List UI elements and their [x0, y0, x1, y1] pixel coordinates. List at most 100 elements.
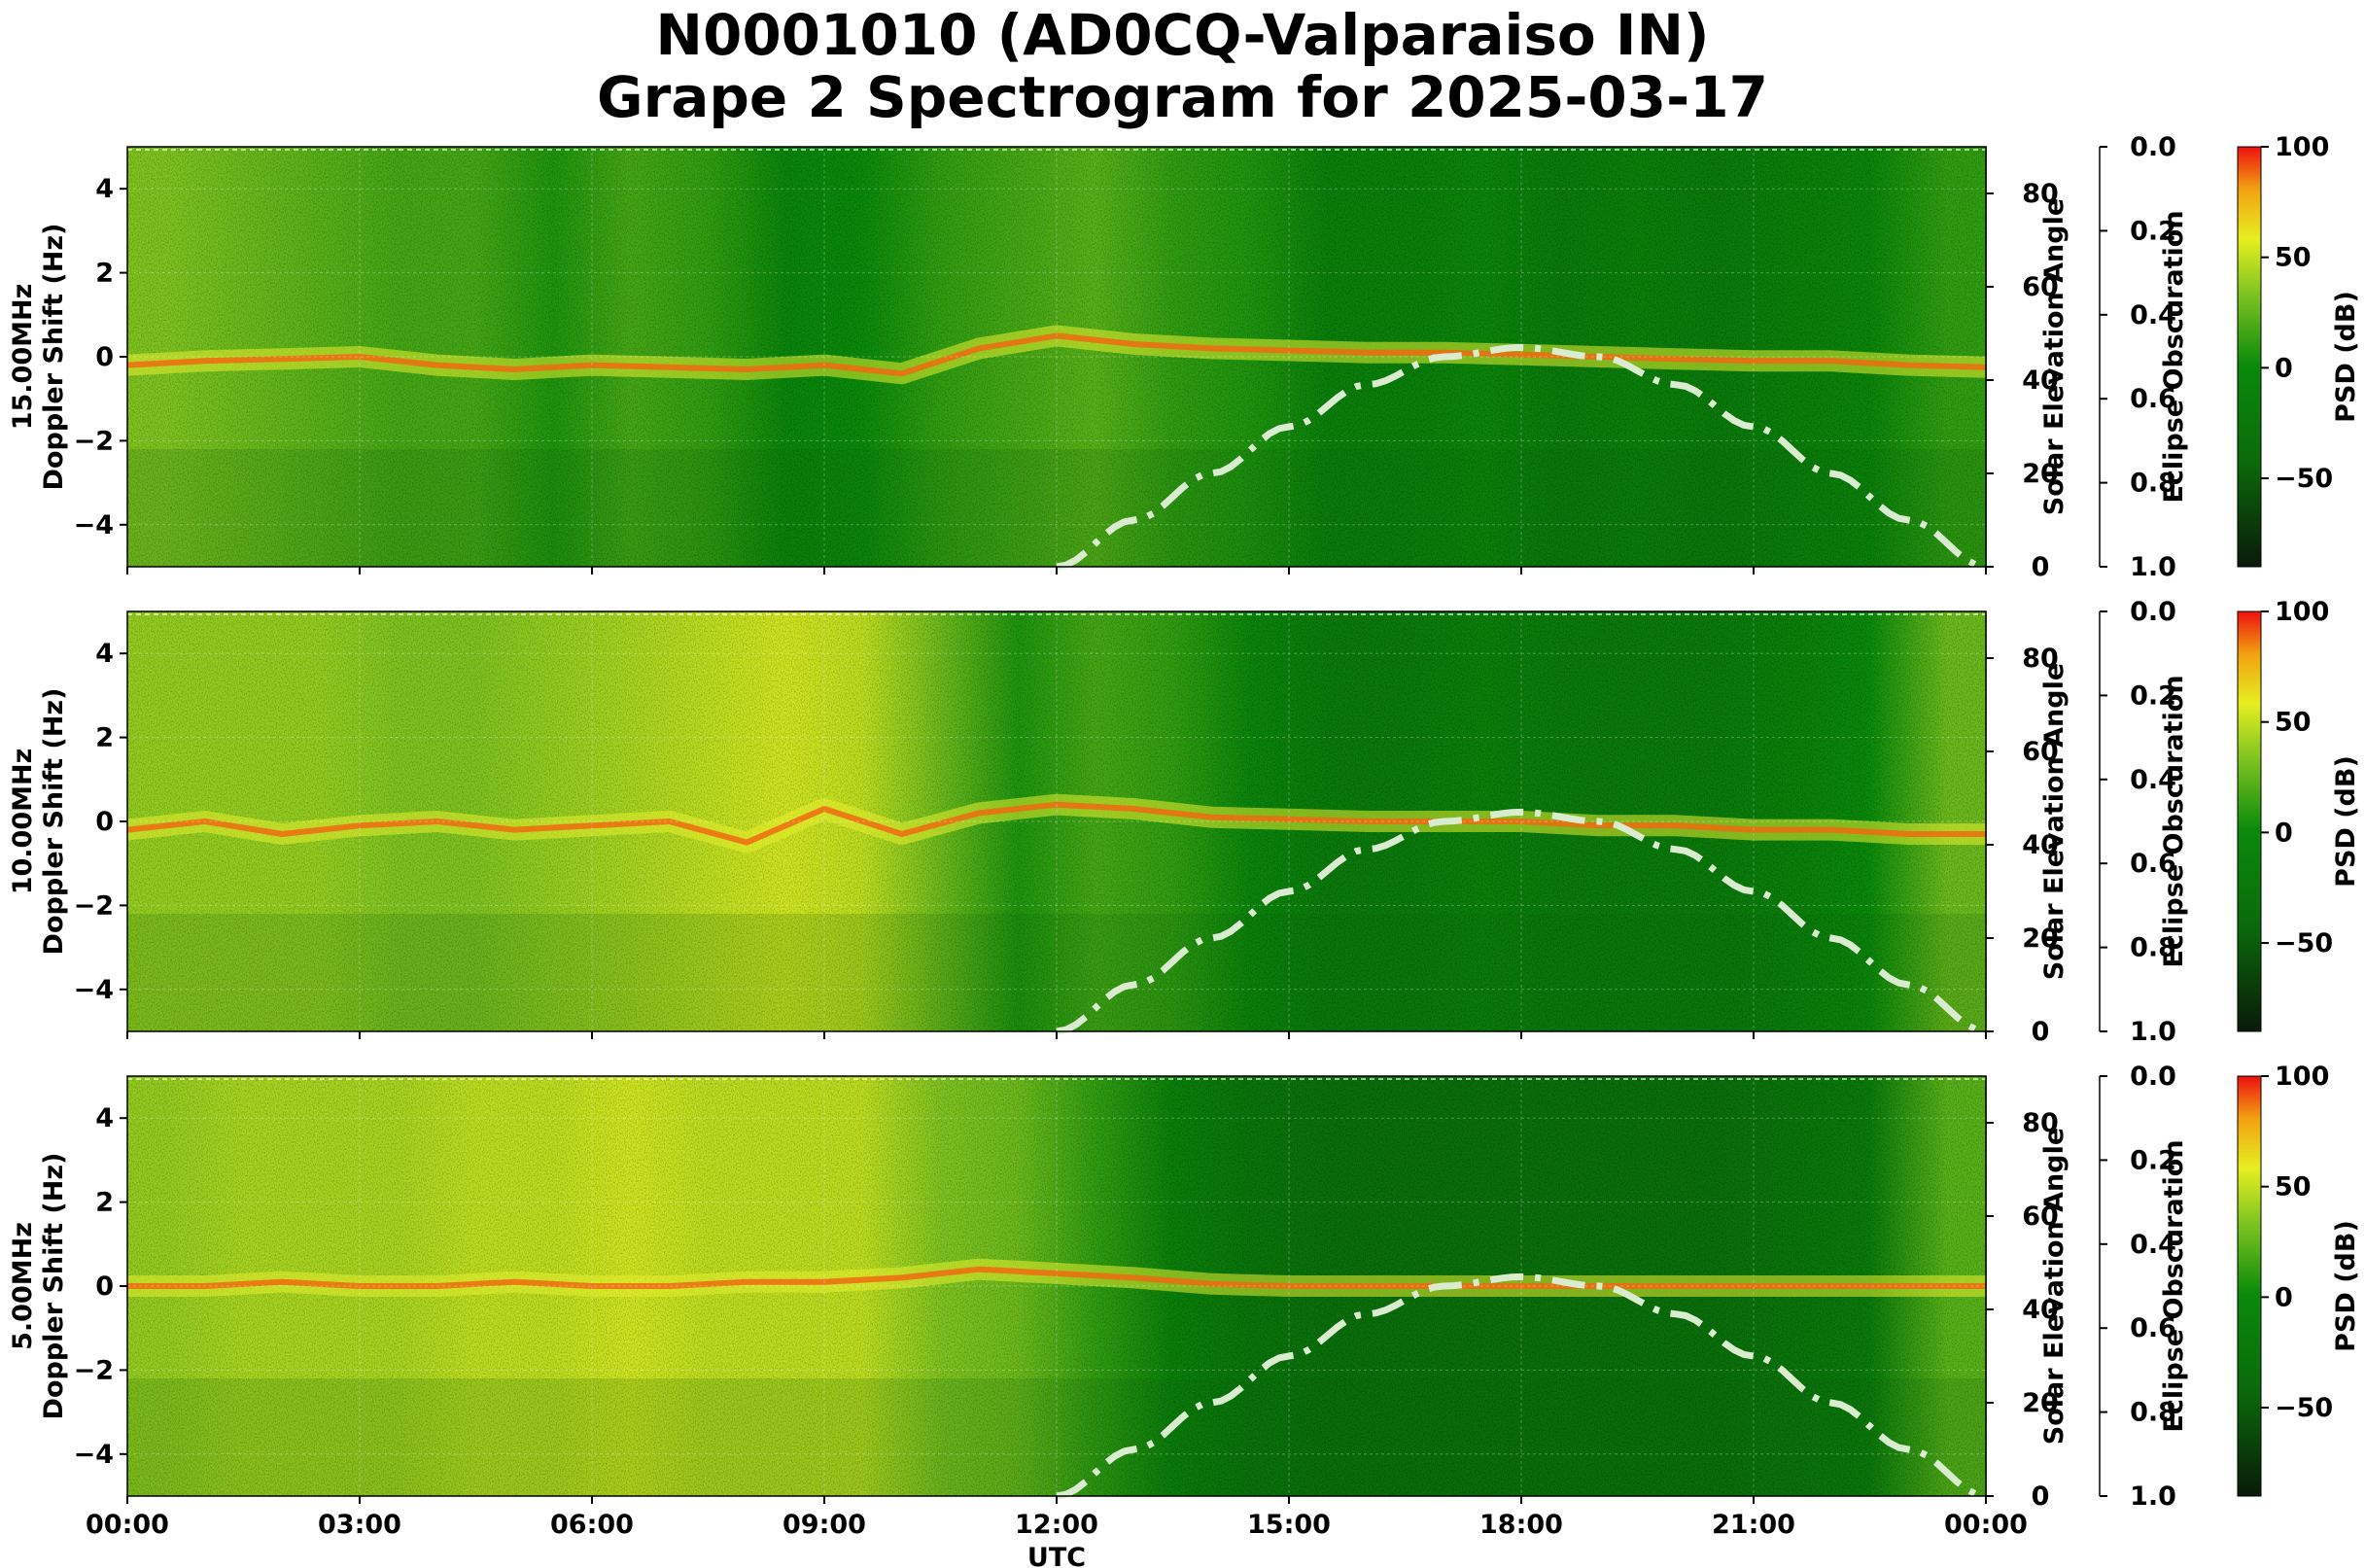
- right-tick-label: 80: [2022, 1108, 2059, 1138]
- x-tick-label: 00:00: [86, 1510, 169, 1540]
- panel-frequency-label: 15.00MHz: [8, 284, 38, 431]
- right-tick-label: 20: [2022, 923, 2059, 954]
- solar-elevation-curve: [1056, 808, 1987, 1035]
- eclipse-tick-label: 0.6: [2130, 849, 2176, 879]
- eclipse-tick-label: 0.0: [2130, 132, 2176, 162]
- y-tick-label: 2: [95, 1188, 114, 1218]
- y-tick-label: −4: [74, 1440, 114, 1470]
- solar-elevation-axis-label: Solar Elevation Angle: [2039, 198, 2069, 515]
- panel-10.00MHz: −4 −2 0 2 4 10.00MHz Doppler Shift (Hz) 0 20 40 60…: [8, 597, 2361, 1047]
- chart-title-line2: Grape 2 Spectrogram for 2025-03-17: [597, 64, 1768, 130]
- colorbar-tick-label: 50: [2275, 1172, 2312, 1202]
- right-tick-label: 80: [2022, 179, 2059, 209]
- eclipse-tick-label: 0.2: [2130, 216, 2176, 246]
- eclipse-tick-label: 1.0: [2130, 552, 2176, 582]
- colorbar-tick-label: 0: [2275, 818, 2293, 848]
- eclipse-tick-label: 1.0: [2130, 1481, 2176, 1512]
- colorbar-tick-label: 50: [2275, 243, 2312, 273]
- x-tick-label: 15:00: [1247, 1510, 1331, 1540]
- doppler-trace: [127, 1266, 1986, 1289]
- right-tick-label: 60: [2022, 272, 2059, 302]
- eclipse-tick-label: 1.0: [2130, 1017, 2176, 1047]
- x-tick-label: 03:00: [318, 1510, 401, 1540]
- y-axis-label: Doppler Shift (Hz): [39, 688, 69, 956]
- colorbar-tick-label: 0: [2275, 353, 2293, 383]
- y-tick-label: 4: [95, 1103, 114, 1133]
- right-tick-label: 40: [2022, 830, 2059, 860]
- colorbar-label: PSD (dB): [2331, 1220, 2361, 1352]
- colorbar: [2237, 1075, 2262, 1497]
- x-tick-label: 18:00: [1479, 1510, 1563, 1540]
- right-tick-label: 60: [2022, 737, 2059, 767]
- right-tick-label: 40: [2022, 1295, 2059, 1325]
- y-tick-label: 0: [95, 1272, 114, 1302]
- y-tick-label: 4: [95, 174, 114, 204]
- eclipse-tick-label: 0.2: [2130, 680, 2176, 711]
- y-axis-label: Doppler Shift (Hz): [39, 1153, 69, 1420]
- colorbar-tick-label: −50: [2275, 928, 2333, 958]
- colorbar-tick-label: −50: [2275, 464, 2333, 494]
- eclipse-axis-label: Eclipse Obscuration: [2159, 675, 2189, 967]
- colorbar-tick-label: 50: [2275, 708, 2312, 738]
- right-tick-label: 20: [2022, 459, 2059, 489]
- y-tick-label: −4: [74, 975, 114, 1005]
- x-axis-label: UTC: [1027, 1543, 1086, 1568]
- right-tick-label: 0: [2032, 1017, 2050, 1047]
- colorbar-tick-label: 100: [2275, 597, 2329, 627]
- panel-frequency-label: 5.00MHz: [8, 1222, 38, 1350]
- panel-15.00MHz: −4 −2 0 2 4 15.00MHz Doppler Shift (Hz) 0 20 40 60…: [8, 132, 2361, 582]
- colorbar-label: PSD (dB): [2331, 755, 2361, 888]
- eclipse-tick-label: 0.4: [2130, 765, 2176, 795]
- doppler-trace: [126, 801, 1986, 846]
- right-tick-label: 20: [2022, 1388, 2059, 1418]
- y-axis-label: Doppler Shift (Hz): [39, 224, 69, 491]
- eclipse-tick-label: 0.0: [2130, 1062, 2176, 1092]
- right-tick-label: 0: [2032, 552, 2050, 582]
- panel-5.00MHz: −4 −2 0 2 4 5.00MHz Doppler Shift (Hz) 0 20 40 60 8…: [8, 1062, 2361, 1568]
- y-tick-label: 4: [95, 639, 114, 669]
- solar-elevation-curve: [1056, 343, 1987, 571]
- colorbar: [2237, 610, 2262, 1032]
- eclipse-tick-label: 0.0: [2130, 597, 2176, 627]
- eclipse-tick-label: 0.6: [2130, 384, 2176, 414]
- eclipse-tick-label: 0.8: [2130, 933, 2176, 963]
- colorbar: [2237, 146, 2262, 568]
- eclipse-axis-label: Eclipse Obscuration: [2159, 210, 2189, 503]
- solar-elevation-curve: [1056, 1272, 1987, 1500]
- right-tick-label: 0: [2032, 1481, 2050, 1512]
- y-tick-label: −4: [74, 510, 114, 540]
- right-tick-label: 60: [2022, 1202, 2059, 1232]
- solar-elevation-axis-label: Solar Elevation Angle: [2039, 1128, 2069, 1445]
- eclipse-tick-label: 0.8: [2130, 469, 2176, 499]
- colorbar-tick-label: −50: [2275, 1393, 2333, 1423]
- y-tick-label: −2: [74, 890, 114, 921]
- y-tick-label: 2: [95, 723, 114, 753]
- y-tick-label: 0: [95, 807, 114, 837]
- right-tick-label: 40: [2022, 366, 2059, 396]
- chart-title-line1: N0001010 (AD0CQ-Valparaiso IN): [655, 2, 1710, 68]
- x-tick-label: 00:00: [1944, 1510, 2028, 1540]
- x-tick-label: 21:00: [1712, 1510, 1795, 1540]
- eclipse-axis-label: Eclipse Obscuration: [2159, 1139, 2189, 1432]
- y-tick-label: 0: [95, 342, 114, 372]
- colorbar-tick-label: 0: [2275, 1282, 2293, 1312]
- colorbar-label: PSD (dB): [2331, 291, 2361, 423]
- colorbar-tick-label: 100: [2275, 132, 2329, 162]
- eclipse-tick-label: 0.4: [2130, 300, 2176, 331]
- x-tick-label: 12:00: [1015, 1510, 1098, 1540]
- y-tick-label: −2: [74, 1355, 114, 1385]
- eclipse-tick-label: 0.4: [2130, 1230, 2176, 1260]
- doppler-trace: [126, 332, 1987, 377]
- x-tick-label: 06:00: [550, 1510, 634, 1540]
- colorbar-tick-label: 100: [2275, 1062, 2329, 1092]
- y-tick-label: 2: [95, 259, 114, 289]
- eclipse-tick-label: 0.6: [2130, 1313, 2176, 1343]
- y-tick-label: −2: [74, 426, 114, 456]
- right-tick-label: 80: [2022, 644, 2059, 674]
- solar-elevation-axis-label: Solar Elevation Angle: [2039, 663, 2069, 980]
- panel-frequency-label: 10.00MHz: [8, 749, 38, 895]
- eclipse-tick-label: 0.8: [2130, 1398, 2176, 1428]
- eclipse-tick-label: 0.2: [2130, 1145, 2176, 1175]
- x-tick-label: 09:00: [783, 1510, 866, 1540]
